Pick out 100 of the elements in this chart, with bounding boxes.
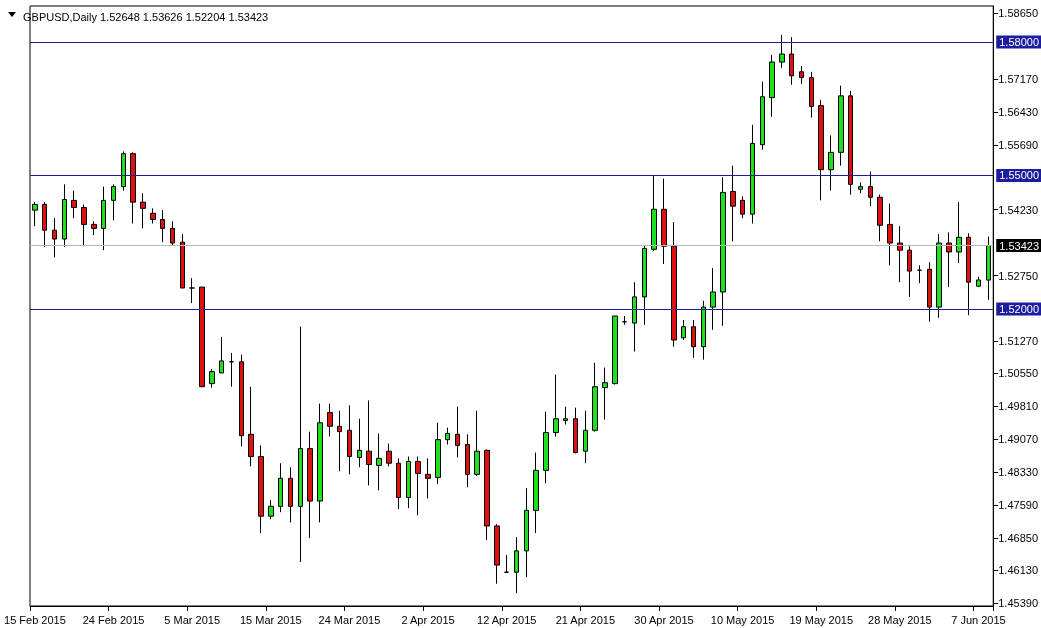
candlestick bbox=[209, 368, 215, 389]
y-tick-label: 1.56430 bbox=[998, 105, 1038, 118]
candlestick bbox=[376, 432, 382, 491]
candlestick bbox=[199, 286, 205, 388]
y-tick-label: 1.52750 bbox=[998, 269, 1038, 282]
candlestick bbox=[936, 233, 942, 319]
candlestick bbox=[42, 201, 47, 248]
x-tick-label: 24 Mar 2015 bbox=[318, 613, 381, 626]
candlestick bbox=[494, 523, 500, 585]
candlestick bbox=[612, 315, 618, 385]
candlestick bbox=[740, 195, 745, 219]
y-tick-label: 1.58650 bbox=[998, 7, 1038, 20]
candlestick bbox=[838, 85, 844, 167]
candlestick bbox=[543, 411, 549, 484]
candlestick bbox=[140, 192, 146, 229]
candlestick bbox=[71, 190, 77, 219]
candlestick bbox=[327, 403, 333, 438]
ref-line-label: 1.55000 bbox=[999, 169, 1039, 182]
ref-line-label: 1.52000 bbox=[999, 302, 1039, 315]
y-tick-label: 1.47590 bbox=[998, 499, 1038, 512]
x-tick-label: 30 Apr 2015 bbox=[634, 613, 694, 626]
candlestick bbox=[809, 71, 814, 119]
candlestick bbox=[357, 418, 362, 468]
candlestick bbox=[415, 456, 421, 516]
candlestick bbox=[455, 406, 460, 458]
candlestick bbox=[887, 202, 893, 266]
x-tick-label: 15 Mar 2015 bbox=[239, 613, 302, 626]
candlestick bbox=[32, 201, 38, 227]
candlestick bbox=[632, 281, 637, 353]
candlestick bbox=[818, 99, 824, 201]
y-tick-label: 1.54230 bbox=[998, 203, 1038, 216]
candlestick bbox=[592, 362, 598, 433]
candlestick bbox=[62, 183, 67, 248]
candlestick bbox=[956, 201, 962, 264]
candlestick bbox=[189, 277, 195, 304]
candlestick bbox=[121, 150, 126, 192]
candlestick bbox=[288, 466, 293, 523]
candlestick bbox=[366, 400, 372, 486]
candlestick bbox=[917, 264, 922, 284]
candlestick bbox=[180, 233, 185, 289]
candlestick bbox=[868, 170, 873, 207]
candlestick bbox=[779, 34, 785, 69]
candlestick bbox=[848, 90, 853, 196]
candlestick bbox=[52, 217, 57, 258]
candlestick bbox=[239, 354, 244, 447]
candlestick bbox=[386, 443, 392, 467]
candlestick bbox=[307, 431, 313, 539]
candlestick bbox=[642, 244, 647, 326]
candlestick bbox=[858, 182, 863, 194]
x-tick-label: 15 Feb 2015 bbox=[4, 613, 66, 626]
candlestick bbox=[504, 554, 509, 574]
candlestick bbox=[160, 209, 165, 243]
candlestick bbox=[799, 65, 804, 85]
candlestick bbox=[691, 319, 696, 359]
chart-title: GBPUSD,Daily 1.52648 1.53626 1.52204 1.53423 bbox=[23, 10, 269, 23]
candlestick bbox=[671, 221, 677, 348]
candlestick bbox=[681, 319, 686, 341]
x-tick-label: 19 May 2015 bbox=[789, 613, 854, 626]
candlestick bbox=[278, 462, 283, 513]
y-tick-label: 1.57170 bbox=[998, 72, 1038, 85]
y-tick-label: 1.46130 bbox=[998, 563, 1038, 576]
candlestick bbox=[563, 406, 568, 426]
candlestick bbox=[877, 194, 883, 242]
candlestick bbox=[946, 231, 952, 288]
candlestick bbox=[927, 261, 932, 323]
candlestick bbox=[661, 178, 667, 265]
candlestick bbox=[130, 151, 136, 224]
candlestick bbox=[769, 54, 775, 118]
ref-line-label: 1.58000 bbox=[999, 36, 1039, 49]
candlestick bbox=[337, 410, 342, 472]
x-tick-label: 21 Apr 2015 bbox=[555, 613, 616, 626]
candlestick bbox=[730, 165, 736, 242]
y-tick-label: 1.45390 bbox=[998, 596, 1038, 609]
candlestick bbox=[170, 220, 175, 246]
candlestick bbox=[150, 207, 156, 224]
candlestick bbox=[720, 176, 726, 327]
candlestick bbox=[229, 352, 234, 388]
candlestick bbox=[701, 300, 706, 361]
candlestick bbox=[91, 220, 97, 236]
y-tick-label: 1.51270 bbox=[998, 335, 1038, 348]
x-tick-label: 24 Feb 2015 bbox=[82, 613, 145, 626]
candlestick bbox=[524, 487, 529, 578]
candlestick bbox=[583, 410, 588, 464]
candlestick bbox=[986, 236, 991, 301]
candlestick bbox=[533, 452, 539, 534]
candlestick bbox=[966, 232, 971, 316]
candlestick bbox=[268, 499, 274, 520]
candlestick bbox=[101, 186, 106, 251]
x-tick-label: 2 Apr 2015 bbox=[401, 613, 455, 626]
x-tick-label: 12 Apr 2015 bbox=[477, 613, 537, 626]
candlestick bbox=[573, 407, 578, 454]
y-tick-label: 1.49070 bbox=[998, 433, 1038, 446]
candlestick bbox=[828, 134, 834, 192]
candlestick bbox=[406, 456, 411, 509]
y-tick-label: 1.50550 bbox=[998, 367, 1038, 380]
x-tick-label: 5 Mar 2015 bbox=[164, 613, 221, 626]
candlestick bbox=[396, 457, 401, 510]
candlestick bbox=[219, 336, 224, 374]
candlestick bbox=[248, 386, 254, 467]
x-tick-label: 28 May 2015 bbox=[868, 613, 932, 626]
